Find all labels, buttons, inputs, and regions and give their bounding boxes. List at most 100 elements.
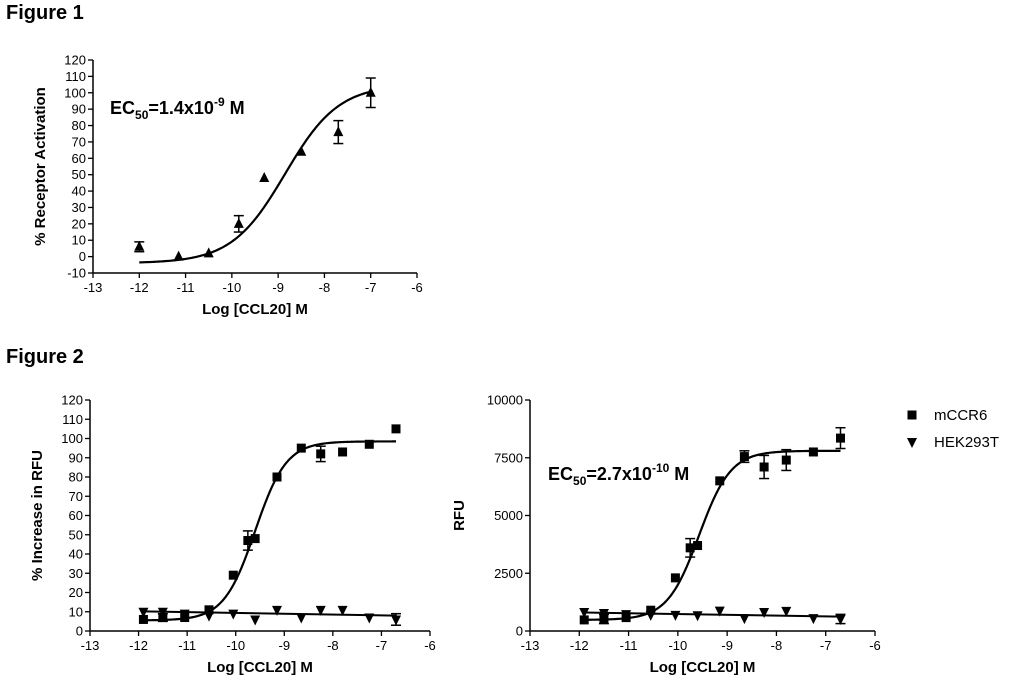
data-point (759, 608, 770, 619)
data-point (621, 610, 632, 621)
data-point (228, 609, 239, 620)
data-point (333, 126, 344, 137)
series-hek293t (579, 606, 846, 625)
data-point (250, 534, 260, 544)
data-point (781, 455, 791, 465)
y-tick-label: 10000 (487, 393, 523, 408)
x-tick-label: -9 (272, 280, 284, 295)
y-tick-label: 110 (65, 69, 86, 84)
y-tick-label: 60 (69, 508, 83, 523)
y-tick-label: 50 (69, 527, 83, 542)
data-point (272, 605, 282, 616)
x-tick-label: -10 (226, 638, 245, 653)
y-tick-label: 0 (79, 249, 86, 264)
x-tick-label: -9 (721, 638, 733, 653)
y-axis-label: % Receptor Activation (32, 87, 49, 246)
figure-2-title: Figure 2 (6, 346, 84, 368)
data-point (739, 614, 750, 625)
x-axis-label: Log [CCL20] M (207, 659, 313, 676)
data-point (835, 614, 846, 625)
data-point (836, 433, 845, 443)
data-point (243, 536, 253, 546)
x-tick-label: -13 (84, 280, 103, 295)
data-point (693, 541, 703, 551)
x-tick-label: -8 (771, 638, 783, 653)
data-point (714, 606, 725, 617)
x-tick-label: -6 (869, 638, 881, 653)
y-tick-label: 50 (72, 167, 86, 182)
ec50-annotation: EC50=2.7x10-10 M (548, 461, 689, 488)
legend-marker (907, 410, 917, 420)
x-axis-label: Log [CCL20] M (650, 659, 756, 676)
y-tick-label: 40 (69, 547, 83, 562)
y-tick-label: 60 (72, 151, 86, 166)
data-point (203, 247, 214, 258)
y-tick-label: 30 (69, 566, 83, 581)
x-tick-label: -6 (424, 638, 436, 653)
y-tick-label: 0 (76, 624, 83, 639)
x-tick-label: -12 (570, 638, 589, 653)
y-tick-label: 120 (61, 393, 83, 408)
y-tick-label: 120 (64, 53, 86, 68)
y-tick-label: 90 (69, 450, 83, 465)
series-1 (138, 605, 401, 626)
x-tick-label: -7 (365, 280, 377, 295)
x-tick-label: -10 (222, 280, 241, 295)
x-tick-label: -8 (327, 638, 339, 653)
y-axis-label: % Increase in RFU (29, 450, 46, 581)
data-point (272, 472, 282, 482)
y-tick-label: 20 (69, 585, 83, 600)
data-point (296, 145, 307, 156)
y-tick-label: 5000 (494, 508, 523, 523)
data-point (599, 614, 609, 624)
legend-label: HEK293T (934, 434, 999, 451)
y-tick-label: 80 (69, 470, 83, 485)
data-point (646, 605, 656, 615)
x-tick-label: -12 (130, 280, 149, 295)
x-tick-label: -6 (411, 280, 423, 295)
data-point (179, 609, 190, 620)
data-point (296, 613, 307, 624)
data-point (138, 614, 148, 624)
data-point (391, 424, 401, 434)
data-point (337, 605, 348, 616)
y-tick-label: 10 (69, 604, 83, 619)
figure-1-title: Figure 1 (6, 2, 84, 24)
y-tick-label: 40 (72, 184, 86, 199)
data-point (692, 611, 703, 622)
data-point (579, 608, 590, 619)
x-tick-label: -13 (521, 638, 540, 653)
data-point (259, 171, 270, 182)
data-point (315, 605, 326, 616)
data-point (759, 462, 769, 472)
data-point (645, 610, 656, 621)
x-tick-label: -11 (620, 638, 638, 653)
y-tick-label: 10 (72, 233, 86, 248)
data-point (134, 240, 145, 251)
y-tick-label: 0 (516, 624, 523, 639)
data-point (781, 606, 792, 617)
y-tick-label: 90 (72, 102, 86, 117)
data-point (204, 611, 214, 622)
y-tick-label: 70 (69, 489, 83, 504)
data-point (685, 543, 695, 553)
y-tick-label: 7500 (494, 450, 523, 465)
data-point (715, 476, 725, 486)
legend-marker (907, 438, 917, 448)
data-point (670, 610, 681, 621)
x-tick-label: -10 (668, 638, 687, 653)
data-point (173, 250, 184, 261)
y-tick-label: 2500 (494, 566, 523, 581)
y-tick-label: 20 (72, 216, 86, 231)
series-0 (134, 77, 376, 264)
y-tick-label: 80 (72, 118, 86, 133)
data-point (579, 615, 589, 625)
data-point (138, 607, 149, 618)
data-point (250, 615, 261, 626)
x-tick-label: -7 (820, 638, 832, 653)
y-tick-label: 70 (72, 134, 86, 149)
data-point (364, 439, 374, 449)
